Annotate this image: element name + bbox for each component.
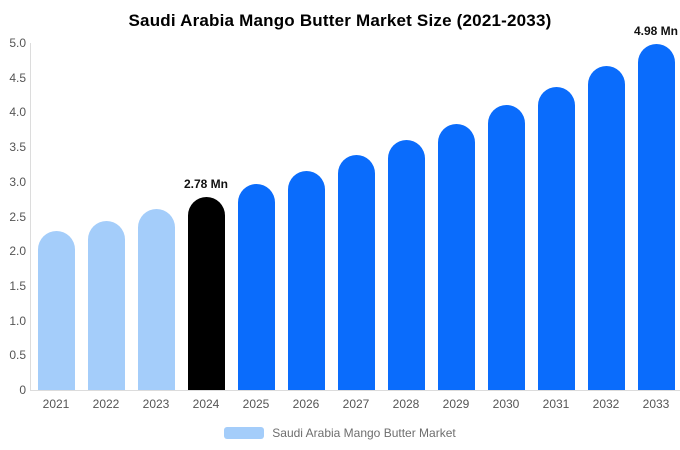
bar-2030 (487, 105, 525, 390)
chart-title: Saudi Arabia Mango Butter Market Size (2… (128, 11, 552, 30)
x-axis-label-2024: 2024 (192, 397, 220, 411)
legend-swatch (224, 427, 265, 439)
x-axis-label-2029: 2029 (442, 397, 470, 411)
x-axis-label-2026: 2026 (292, 397, 320, 411)
x-axis-label-2025: 2025 (242, 397, 270, 411)
x-axis-label-2021: 2021 (42, 397, 70, 411)
bar-2027 (337, 155, 375, 390)
x-axis-label-2023: 2023 (142, 397, 170, 411)
y-axis-tick-label: 2.5 (9, 209, 26, 224)
plot-area: 2021 2022 2023 2024 2025 2026 2027 2028 2029 2030… (30, 25, 680, 411)
y-axis-tick-label: 1.0 (9, 313, 26, 328)
y-axis-tick-label: 0.5 (9, 348, 26, 363)
bar-2031 (537, 86, 575, 390)
x-axis-label-2033: 2033 (642, 397, 670, 411)
x-axis-label-2031: 2031 (542, 397, 570, 411)
bar-2025 (237, 183, 275, 390)
bar-2028 (387, 140, 425, 390)
x-axis-label-2027: 2027 (342, 397, 370, 411)
bar-2024 (187, 197, 225, 390)
bar-2021 (37, 231, 75, 390)
y-axis-tick-label: 4.5 (9, 70, 26, 85)
y-axis-tick-label: 5.0 (9, 36, 26, 50)
value-annotation-2024: 2.78 Mn (183, 177, 229, 192)
bar-2029 (437, 123, 475, 390)
y-axis-tick-label: 2.0 (9, 244, 26, 259)
x-axis-label-2032: 2032 (592, 397, 620, 411)
y-axis-tick-label: 3.0 (9, 174, 26, 189)
legend: Saudi Arabia Mango Butter Market (0, 426, 680, 440)
bar-2022 (87, 220, 125, 390)
y-axis-tick-label: 1.5 (9, 278, 26, 293)
bar-2026 (287, 170, 325, 390)
value-annotation-2033: 4.98 Mn (633, 24, 679, 39)
bar-2033 (637, 44, 675, 390)
bar-2023 (137, 208, 175, 390)
x-axis-label-2028: 2028 (392, 397, 420, 411)
x-axis-label-2030: 2030 (492, 397, 520, 411)
bar-2032 (587, 65, 625, 390)
y-axis-tick-label: 0 (19, 383, 26, 397)
x-axis-label-2022: 2022 (92, 397, 120, 411)
y-axis-tick-label: 4.0 (9, 105, 26, 120)
legend-label: Saudi Arabia Mango Butter Market (272, 426, 456, 440)
y-axis-tick-label: 3.5 (9, 140, 26, 155)
